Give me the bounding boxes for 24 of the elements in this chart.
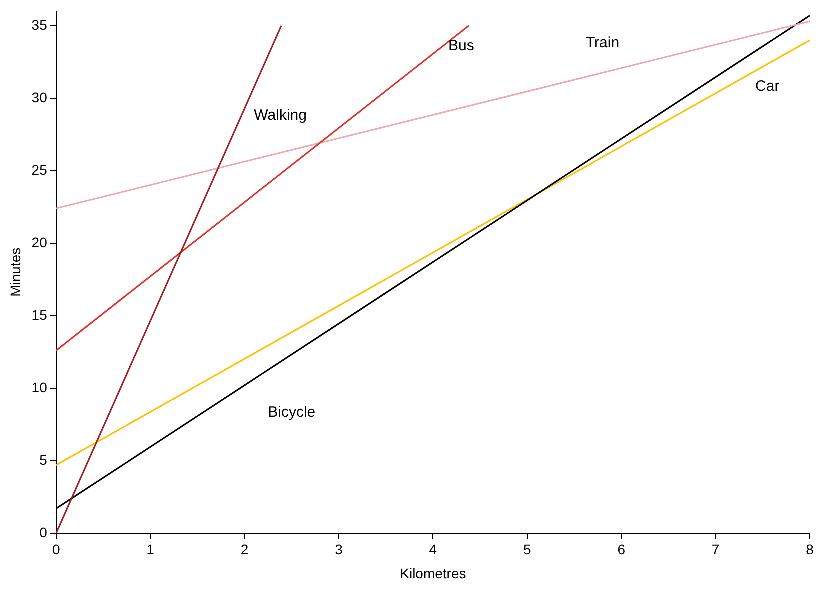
series-label: Bus [448, 37, 474, 54]
x-tick-label: 5 [523, 542, 532, 558]
x-tick-label: 2 [240, 542, 249, 558]
y-tick-label: 25 [32, 162, 48, 178]
x-tick-label: 0 [52, 542, 60, 558]
y-tick-label: 30 [32, 89, 48, 106]
x-axis-title: Kilometres [400, 565, 466, 582]
y-tick-label: 15 [32, 306, 48, 323]
x-tick-label: 3 [335, 542, 344, 558]
y-tick-label: 0 [40, 524, 48, 540]
x-tick-label: 8 [806, 542, 814, 558]
series-label: Train [586, 34, 620, 52]
x-tick-label: 1 [146, 542, 155, 558]
x-tick-label: 4 [429, 542, 438, 558]
y-tick-label: 5 [40, 452, 48, 468]
series-label: Bicycle [268, 404, 316, 422]
x-tick-label: 7 [712, 542, 720, 558]
y-tick-label: 20 [32, 234, 48, 250]
series-label: Walking [254, 106, 307, 124]
y-axis-title: Minutes [7, 248, 24, 297]
series-label: Car [756, 78, 780, 95]
y-tick-label: 10 [32, 379, 48, 396]
x-tick-label: 6 [618, 542, 626, 558]
y-tick-label: 35 [32, 16, 48, 33]
